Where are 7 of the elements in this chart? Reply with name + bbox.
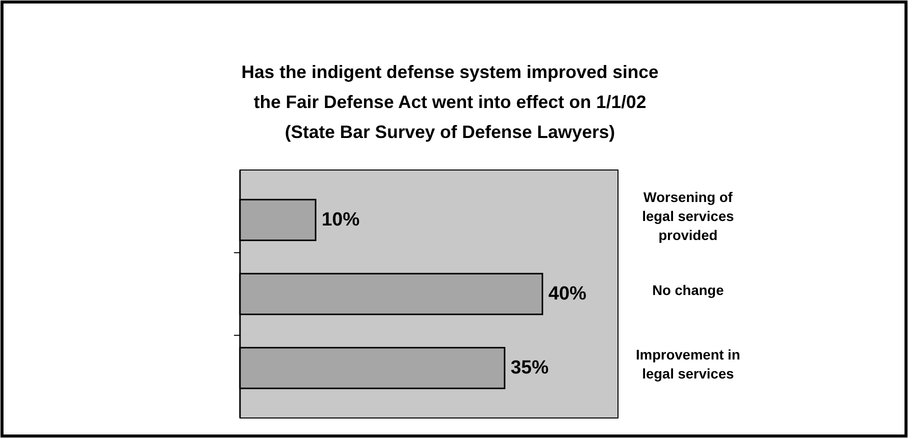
y-tick-label: No change [652, 282, 724, 298]
y-tick-label: Improvement in legal services [636, 346, 740, 382]
data-label: 40% [548, 284, 587, 304]
data-label: 35% [510, 358, 549, 379]
data-label: 10% [322, 209, 360, 230]
y-tick-label: Worsening of legal services provided [642, 188, 734, 243]
chart-title: Has the indigent defense system improved since the Fair Defense Act went into effect on 1/1/02 (State Bar Survey of Defense Lawyers) [241, 62, 659, 142]
